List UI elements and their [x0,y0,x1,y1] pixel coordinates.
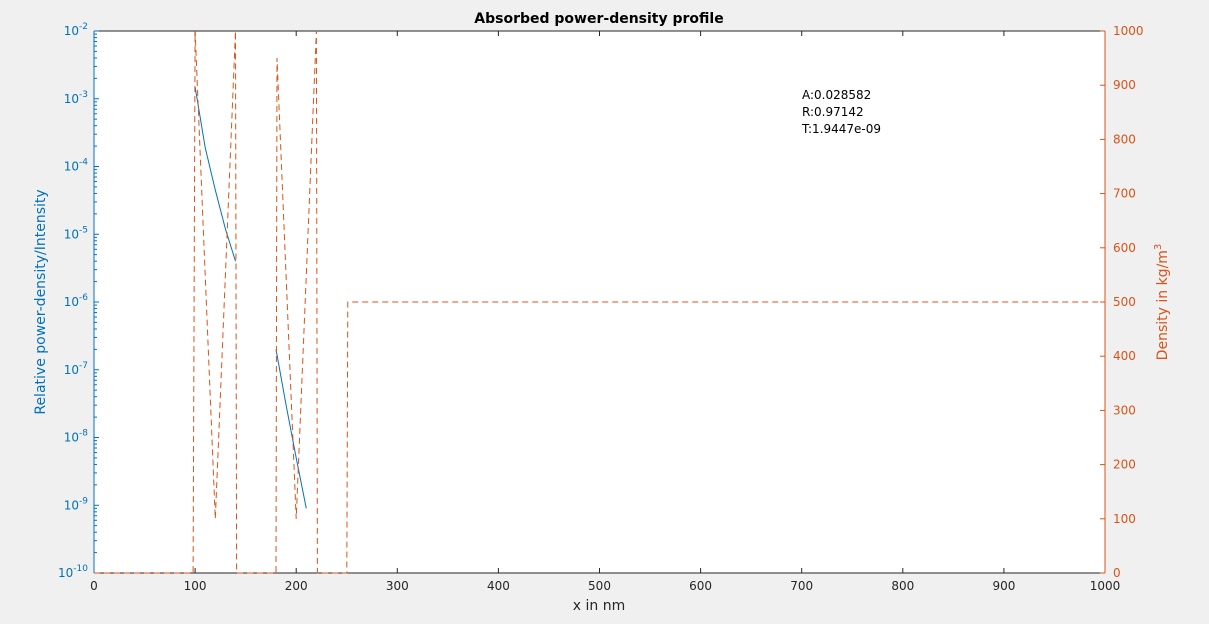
x-tick-label: 500 [588,579,611,593]
left-y-tick-label: 10-6 [64,293,89,309]
right-y-axis-label-superscript: 3 [1153,244,1164,250]
right-y-axis: 0 100 200 300 400 500 600 700 800 900 1000 [1100,24,1144,580]
right-y-tick-label: 500 [1113,295,1136,309]
left-y-axis-label: Relative power-density/Intensity [33,189,49,414]
left-y-tick-label: 10-5 [64,225,88,241]
x-tick-label: 100 [184,579,207,593]
left-y-tick-label: 10-10 [58,564,88,580]
x-tick-label: 600 [689,579,712,593]
right-y-tick-label: 0 [1113,566,1121,580]
x-tick-label: 900 [992,579,1015,593]
annotation-transmittance: T:1.9447e-09 [801,122,881,136]
right-y-axis-label-text: Density in kg/m [1155,250,1171,360]
x-tick-label: 400 [487,579,510,593]
right-y-tick-label: 600 [1113,241,1136,255]
chart-title: Absorbed power-density profile [474,11,723,27]
x-tick-label: 700 [790,579,813,593]
annotation-absorptance: A:0.028582 [802,88,871,102]
right-y-tick-label: 1000 [1113,24,1144,38]
left-y-tick-label: 10-4 [64,158,89,174]
left-y-tick-label: 10-8 [64,429,89,445]
annotation-reflectance: R:0.97142 [802,105,864,119]
right-y-tick-label: 200 [1113,458,1136,472]
right-y-tick-label: 800 [1113,132,1136,146]
right-y-tick-label: 300 [1113,403,1136,417]
left-y-tick-label: 10-7 [64,361,88,377]
power-density-line-1 [275,349,307,509]
x-tick-label: 0 [90,579,98,593]
series-layer [94,30,1105,574]
x-tick-label: 1000 [1090,579,1121,593]
right-y-tick-label: 400 [1113,349,1136,363]
right-y-axis-label: Density in kg/m3 [1153,244,1171,361]
x-tick-label: 200 [285,579,308,593]
right-y-tick-label: 900 [1113,78,1136,92]
right-y-tick-label: 100 [1113,512,1136,526]
x-tick-label: 800 [891,579,914,593]
density-line-2 [94,30,1105,574]
x-tick-label: 300 [386,579,409,593]
annotation-block: A:0.028582 R:0.97142 T:1.9447e-09 [801,88,881,136]
power-density-line-0 [194,86,236,262]
left-y-tick-label: 10-9 [64,496,89,512]
left-y-tick-label: 10-3 [64,90,88,106]
left-y-tick-label: 10-2 [64,22,88,38]
left-y-axis: 10-10 10-9 10-8 10-7 10-6 10-5 10-4 10-3 10-2 [58,22,99,580]
right-y-tick-label: 700 [1113,187,1136,201]
x-axis-label: x in nm [573,598,625,614]
